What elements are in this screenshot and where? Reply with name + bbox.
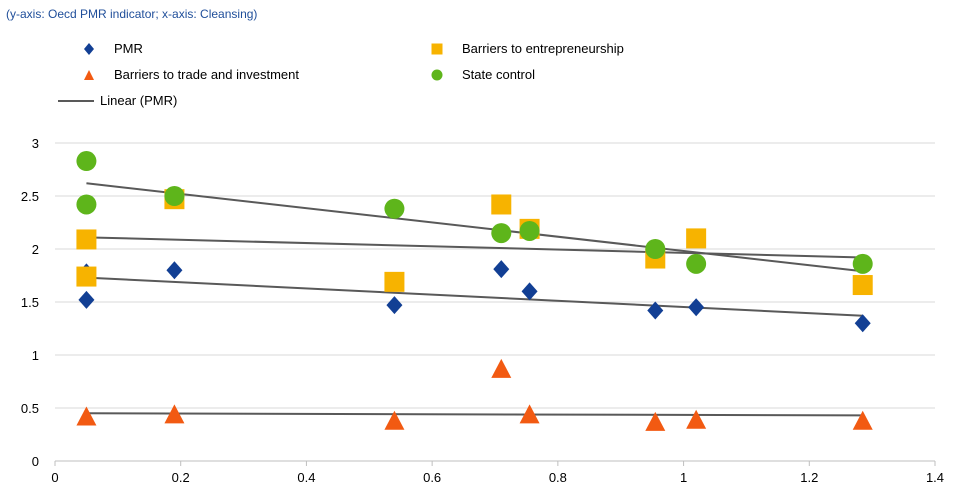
point-barriers-trade <box>645 411 666 431</box>
point-barriers-trade <box>519 404 540 424</box>
point-pmr <box>854 314 871 333</box>
point-state-control <box>686 253 707 274</box>
x-tick-label: 1 <box>680 470 687 485</box>
legend-marker-square <box>431 43 443 54</box>
legend-item-pmr: PMR <box>82 41 143 56</box>
point-state-control <box>76 151 97 172</box>
y-tick-label: 1 <box>32 348 39 363</box>
data-points <box>76 151 873 431</box>
point-pmr <box>493 260 510 279</box>
point-pmr <box>647 301 664 320</box>
point-state-control <box>491 223 512 244</box>
point-barriers-entrepreneurship <box>76 266 97 287</box>
point-barriers-entrepreneurship <box>384 271 405 292</box>
legend-item-linear-pmr: Linear (PMR) <box>58 93 177 108</box>
legend-marker-triangle <box>84 69 94 80</box>
point-barriers-trade <box>852 410 873 430</box>
legend-marker-circle <box>431 69 443 80</box>
point-state-control <box>519 220 540 241</box>
point-barriers-trade <box>164 404 185 424</box>
legend-item-state-control: State control <box>430 67 535 82</box>
point-pmr <box>688 298 705 317</box>
point-barriers-trade <box>491 358 512 378</box>
point-pmr <box>166 261 183 280</box>
point-state-control <box>76 194 97 215</box>
x-tick-label: 0.2 <box>172 470 190 485</box>
trendline <box>86 236 863 259</box>
x-tick-label: 0.4 <box>297 470 315 485</box>
y-tick-label: 0.5 <box>21 401 39 416</box>
point-pmr <box>521 282 538 301</box>
legend-label-barriers-trade: Barriers to trade and investment <box>114 67 299 82</box>
x-tick-label: 0 <box>51 470 58 485</box>
point-barriers-trade <box>76 406 97 426</box>
legend-marker-diamond-shape <box>84 42 94 55</box>
point-barriers-entrepreneurship <box>76 229 97 250</box>
point-barriers-entrepreneurship <box>852 275 873 296</box>
legend-label-state-control: State control <box>462 67 535 82</box>
legend-label-linear-pmr: Linear (PMR) <box>100 93 178 108</box>
tick-labels: 0 0.5 1 1.5 2 2.5 3 0 0.2 0.4 0.6 0.8 1 1.2 1.4 <box>21 136 944 485</box>
point-barriers-entrepreneurship <box>686 228 707 249</box>
x-tick-label: 1.4 <box>926 470 944 485</box>
point-state-control <box>645 239 666 259</box>
point-state-control <box>852 253 873 274</box>
chart-legend: PMR Barriers to entrepreneurship Barrier… <box>0 0 958 120</box>
point-state-control <box>384 198 405 219</box>
y-tick-label: 1.5 <box>21 295 39 310</box>
point-state-control <box>164 186 185 206</box>
y-tick-label: 2 <box>32 242 39 257</box>
y-tick-label: 0 <box>32 454 39 469</box>
legend-marker-circle-shape <box>431 69 443 80</box>
legend-marker-line <box>58 99 94 102</box>
x-tick-label: 0.8 <box>549 470 567 485</box>
legend-label-pmr: PMR <box>114 41 143 56</box>
x-tick-label: 0.6 <box>423 470 441 485</box>
trendline <box>86 276 863 317</box>
y-tick-label: 2.5 <box>21 189 39 204</box>
legend-marker-diamond <box>84 42 94 55</box>
point-barriers-trade <box>384 410 405 430</box>
legend-label-barriers-entrepreneurship: Barriers to entrepreneurship <box>462 41 624 56</box>
y-tick-label: 3 <box>32 136 39 151</box>
legend-marker-triangle-shape <box>84 69 94 80</box>
point-barriers-trade <box>686 409 707 429</box>
point-pmr <box>78 290 95 309</box>
x-tick-label: 1.2 <box>800 470 818 485</box>
trendline <box>86 182 863 273</box>
legend-item-barriers-trade: Barriers to trade and investment <box>82 67 299 82</box>
grid-lines <box>55 142 935 409</box>
trendline <box>86 412 863 417</box>
legend-marker-square-shape <box>431 43 443 54</box>
chart-subtitle: (y-axis: Oecd PMR indicator; x-axis: Cle… <box>6 7 258 21</box>
point-pmr <box>386 296 403 315</box>
legend-item-barriers-entrepreneurship: Barriers to entrepreneurship <box>430 41 624 56</box>
axes <box>54 460 936 466</box>
point-barriers-entrepreneurship <box>491 194 512 215</box>
trendlines <box>86 182 863 417</box>
